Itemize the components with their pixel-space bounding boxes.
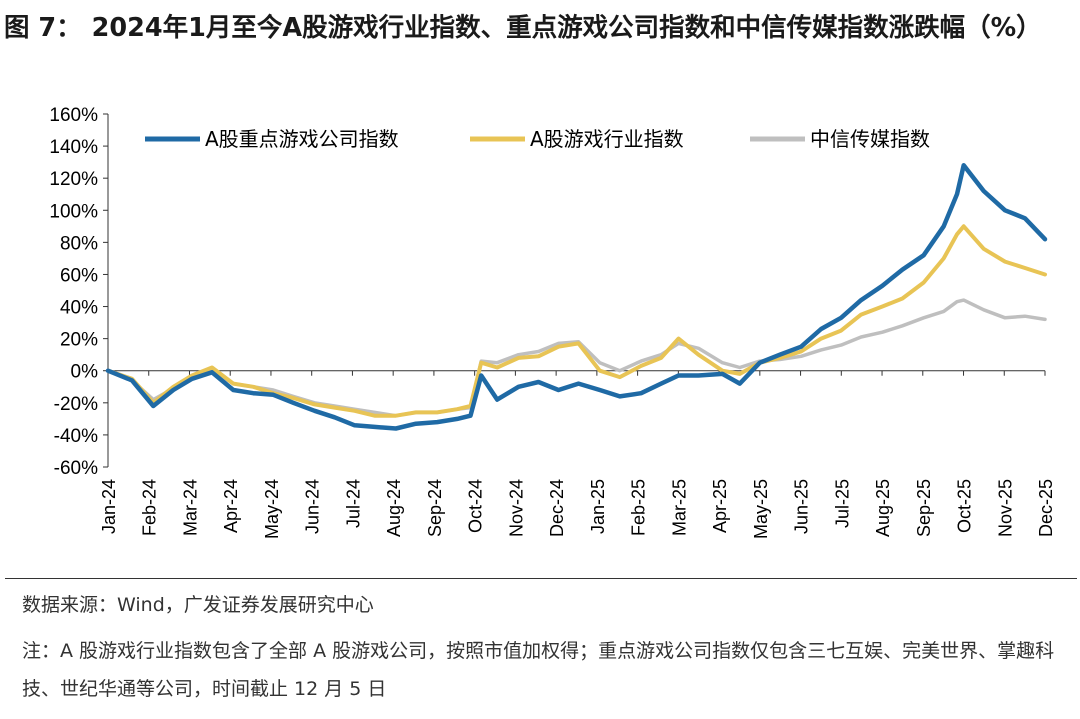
x-tick-label: Dec-24: [547, 479, 567, 537]
y-tick-label: 140%: [49, 137, 98, 158]
x-tick-label: Apr-24: [221, 479, 241, 533]
x-tick-label: Jan-25: [588, 479, 608, 534]
series-line: [106, 298, 1047, 418]
note-text: 注：A 股游戏行业指数包含了全部 A 股游戏公司，按照市值加权得；重点游戏公司指…: [22, 640, 1055, 700]
x-tick-label: May-25: [751, 479, 771, 539]
x-tick-label: Aug-24: [384, 479, 404, 537]
figure-title-text: 2024年1月至今A股游戏行业指数、重点游戏公司指数和中信传媒指数涨跌幅（%）: [91, 13, 1042, 43]
y-tick-label: 20%: [60, 330, 98, 351]
line-chart: -60% -40% -20% 0% 20% 40% 60% 80% 100% 120% 140% 16…: [49, 105, 1056, 539]
x-tick-label: Oct-25: [955, 479, 975, 533]
y-tick-label: 0%: [71, 362, 99, 383]
x-tick-label: Aug-25: [873, 479, 893, 537]
x-tick-label: Sep-24: [425, 479, 445, 537]
source-text: 数据来源：Wind，广发证券发展研究中心: [22, 594, 374, 616]
legend-label: A股重点游戏公司指数: [205, 127, 399, 151]
x-tick-label: Mar-25: [669, 479, 689, 536]
figure-label: 图 7：: [4, 13, 82, 43]
figure-title: 图 7： 2024年1月至今A股游戏行业指数、重点游戏公司指数和中信传媒指数涨跌幅…: [4, 6, 1074, 50]
x-tick-label: Jun-24: [303, 479, 323, 534]
x-tick-label: Oct-24: [466, 479, 486, 533]
x-tick-label: Nov-24: [506, 479, 526, 537]
y-tick-label: 160%: [49, 105, 98, 126]
y-tick-label: -20%: [54, 394, 98, 415]
x-tick-label: Jul-25: [832, 479, 852, 528]
legend-label: 中信传媒指数: [810, 127, 930, 151]
divider: [5, 578, 1077, 579]
x-tick-label: Dec-25: [1036, 479, 1056, 537]
series-line: [106, 224, 1047, 418]
y-tick-label: -40%: [54, 426, 98, 447]
x-tick-label: Feb-25: [629, 479, 649, 536]
y-tick-label: 60%: [60, 265, 98, 286]
x-tick-label: Feb-24: [140, 479, 160, 536]
x-tick-label: May-24: [262, 479, 282, 539]
x-tick-label: Nov-25: [995, 479, 1015, 537]
x-tick-label: Apr-25: [710, 479, 730, 533]
y-tick-label: 100%: [49, 201, 98, 222]
series-line: [105, 163, 1048, 431]
y-tick-label: 40%: [60, 298, 98, 319]
legend-label: A股游戏行业指数: [530, 127, 684, 151]
x-tick-label: Jun-25: [792, 479, 812, 534]
y-tick-label: -60%: [54, 458, 98, 479]
x-tick-label: Jul-24: [343, 479, 363, 528]
x-tick-label: Sep-25: [914, 479, 934, 537]
x-tick-label: Jan-24: [99, 479, 119, 534]
y-tick-label: 120%: [49, 169, 98, 190]
y-tick-label: 80%: [60, 233, 98, 254]
x-tick-label: Mar-24: [180, 479, 200, 536]
